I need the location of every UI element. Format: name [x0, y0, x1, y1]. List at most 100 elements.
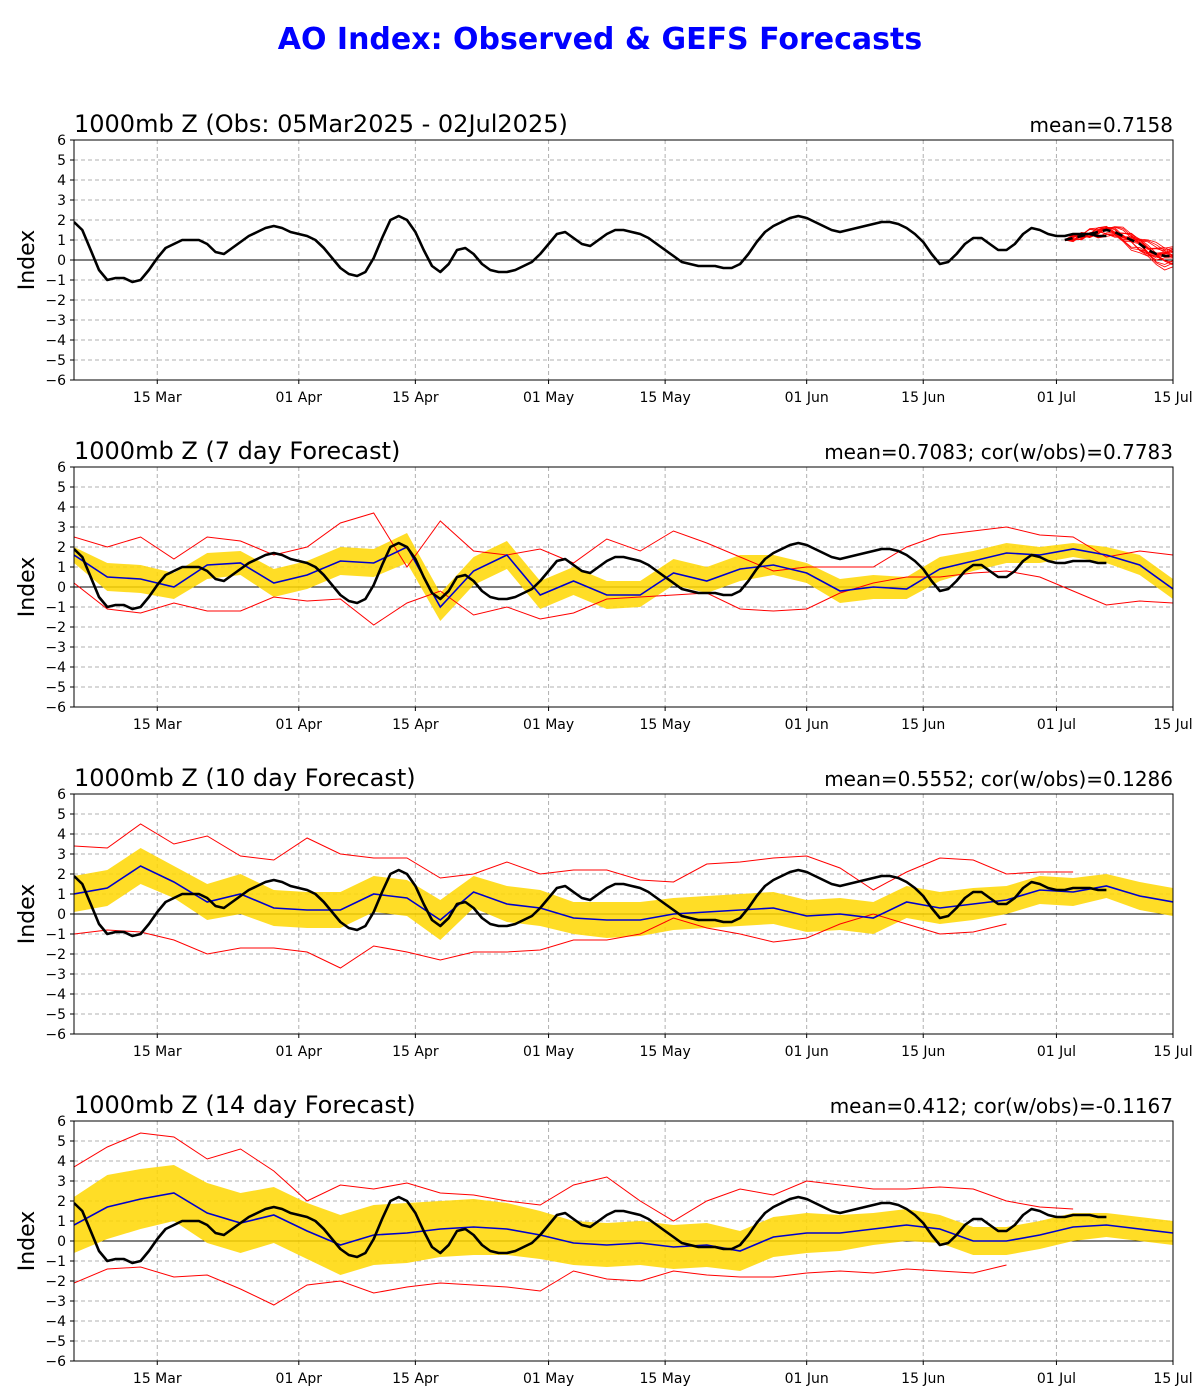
- y-tick-label: −3: [45, 967, 66, 983]
- y-tick-label: −4: [45, 987, 66, 1003]
- y-tick-label: −1: [45, 600, 66, 616]
- y-tick-label: 2: [57, 867, 66, 883]
- x-tick-label: 01 May: [523, 1371, 574, 1387]
- x-tick-label: 15 Apr: [392, 717, 439, 733]
- y-tick-label: −2: [45, 620, 66, 636]
- panel-3: 1000mb Z (10 day Forecast) mean=0.5552; c…: [15, 764, 1193, 1060]
- y-tick-label: 3: [57, 520, 66, 536]
- y-axis-label: Index: [15, 230, 40, 291]
- y-tick-label: −5: [45, 1334, 66, 1350]
- y-tick-label: −2: [45, 293, 66, 309]
- panel-4: 1000mb Z (14 day Forecast) mean=0.412; co…: [15, 1091, 1193, 1387]
- plot-area: [74, 214, 1173, 284]
- y-axis-label: Index: [15, 557, 40, 618]
- y-tick-label: 6: [57, 460, 66, 476]
- y-tick-label: 5: [57, 807, 66, 823]
- y-tick-label: −2: [45, 947, 66, 963]
- x-tick-label: 01 May: [523, 1044, 574, 1060]
- x-tick-label: 15 Jul: [1153, 1371, 1192, 1387]
- x-tick-label: 01 Jul: [1037, 1371, 1076, 1387]
- y-tick-label: 2: [57, 1194, 66, 1210]
- y-tick-label: −1: [45, 1254, 66, 1270]
- x-tick-label: 01 Apr: [276, 1371, 323, 1387]
- y-axis-label: Index: [15, 884, 40, 945]
- y-tick-label: −6: [45, 1027, 66, 1043]
- observed-line: [74, 1195, 1107, 1265]
- ensemble-min-line: [74, 570, 1173, 626]
- spread-band: [74, 1165, 1173, 1275]
- x-tick-label: 15 Apr: [392, 1371, 439, 1387]
- y-tick-label: 6: [57, 787, 66, 803]
- y-tick-label: −5: [45, 680, 66, 696]
- y-tick-label: 6: [57, 133, 66, 149]
- y-tick-label: 4: [57, 173, 66, 189]
- x-tick-label: 15 Jul: [1153, 1044, 1192, 1060]
- y-tick-label: 1: [57, 233, 66, 249]
- x-tick-label: 01 Apr: [276, 717, 323, 733]
- x-tick-label: 15 Jun: [901, 390, 945, 406]
- x-tick-label: 15 May: [640, 1044, 691, 1060]
- ensemble-max-line: [74, 512, 1173, 572]
- x-tick-label: 15 Jun: [901, 717, 945, 733]
- y-tick-label: −5: [45, 1007, 66, 1023]
- ensemble-mean-line: [74, 545, 1173, 609]
- y-tick-label: −4: [45, 1314, 66, 1330]
- y-tick-label: −3: [45, 1294, 66, 1310]
- y-tick-label: −3: [45, 313, 66, 329]
- y-tick-label: 5: [57, 480, 66, 496]
- panel-title: 1000mb Z (Obs: 05Mar2025 - 02Jul2025): [74, 110, 568, 138]
- forecast-mean-line: [1064, 228, 1173, 258]
- forecast-member-line: [1064, 230, 1173, 265]
- y-tick-label: 0: [57, 907, 66, 923]
- x-tick-label: 15 May: [640, 390, 691, 406]
- x-tick-label: 01 Jun: [785, 1371, 829, 1387]
- y-tick-label: −4: [45, 333, 66, 349]
- x-tick-label: 01 Jun: [785, 390, 829, 406]
- y-tick-label: 0: [57, 580, 66, 596]
- y-tick-label: −2: [45, 1274, 66, 1290]
- y-tick-label: 1: [57, 887, 66, 903]
- x-tick-label: 15 Mar: [133, 717, 182, 733]
- x-tick-label: 15 Jun: [901, 1044, 945, 1060]
- x-tick-label: 15 Apr: [392, 1044, 439, 1060]
- panel-title: 1000mb Z (14 day Forecast): [74, 1091, 416, 1119]
- y-tick-label: 5: [57, 1134, 66, 1150]
- plot-area: [74, 823, 1173, 969]
- x-tick-label: 15 Mar: [133, 1371, 182, 1387]
- y-tick-label: 2: [57, 540, 66, 556]
- x-tick-label: 15 Jun: [901, 1371, 945, 1387]
- ensemble-mean-line: [74, 1192, 1173, 1252]
- panel-title: 1000mb Z (10 day Forecast): [74, 764, 416, 792]
- y-tick-label: 0: [57, 1234, 66, 1250]
- plot-area: [74, 512, 1173, 626]
- ensemble-max-line: [74, 1132, 1074, 1222]
- y-tick-label: −5: [45, 353, 66, 369]
- x-tick-label: 01 Jun: [785, 717, 829, 733]
- observed-line: [74, 868, 1107, 938]
- x-tick-label: 15 Jul: [1153, 717, 1192, 733]
- spread-band: [74, 533, 1173, 621]
- ensemble-min-line: [74, 1264, 1007, 1306]
- y-tick-label: −6: [45, 373, 66, 389]
- y-tick-label: −1: [45, 273, 66, 289]
- page-title: AO Index: Observed & GEFS Forecasts: [277, 22, 923, 57]
- x-tick-label: 15 Apr: [392, 390, 439, 406]
- panel-2: 1000mb Z (7 day Forecast) mean=0.7083; co…: [15, 437, 1193, 733]
- x-tick-label: 01 May: [523, 717, 574, 733]
- x-tick-label: 01 Jul: [1037, 1044, 1076, 1060]
- y-tick-label: −4: [45, 660, 66, 676]
- y-tick-label: 0: [57, 253, 66, 269]
- panel-stats: mean=0.7158: [1030, 113, 1173, 137]
- ensemble-mean-line: [74, 865, 1173, 921]
- x-tick-label: 01 Jun: [785, 1044, 829, 1060]
- panel-1: 1000mb Z (Obs: 05Mar2025 - 02Jul2025) mea…: [15, 110, 1193, 406]
- x-tick-label: 01 Apr: [276, 1044, 323, 1060]
- x-tick-label: 01 Jul: [1037, 717, 1076, 733]
- x-tick-label: 15 Mar: [133, 390, 182, 406]
- x-tick-label: 01 Apr: [276, 390, 323, 406]
- y-tick-label: −6: [45, 700, 66, 716]
- y-axis-label: Index: [15, 1211, 40, 1272]
- panel-stats: mean=0.7083; cor(w/obs)=0.7783: [824, 440, 1173, 464]
- y-tick-label: 3: [57, 847, 66, 863]
